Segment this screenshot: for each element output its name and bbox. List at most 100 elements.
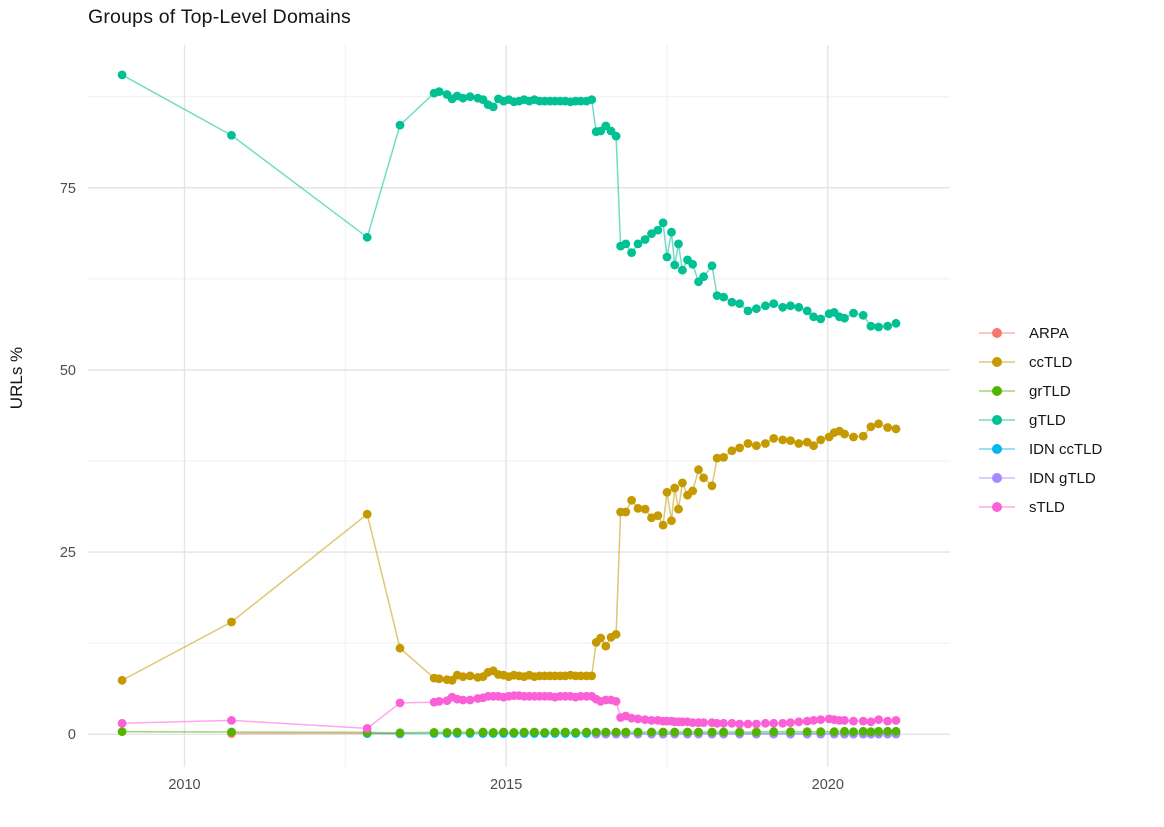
- data-point: [395, 698, 405, 708]
- data-point: [658, 218, 668, 228]
- data-point: [794, 717, 804, 727]
- data-point: [362, 724, 372, 733]
- data-point: [891, 424, 901, 434]
- data-point: [707, 481, 717, 491]
- legend-label: IDN gTLD: [1029, 470, 1096, 487]
- data-point: [488, 102, 498, 112]
- legend-label: gTLD: [1029, 412, 1066, 429]
- data-point: [858, 310, 868, 320]
- data-point: [458, 695, 468, 705]
- legend-key-dot: [992, 415, 1002, 425]
- series-cctld: [117, 419, 901, 685]
- data-point: [627, 495, 636, 505]
- data-point: [699, 473, 708, 483]
- series-grtld: [117, 726, 901, 738]
- data-point: [778, 718, 788, 728]
- legend-key-dot: [992, 444, 1002, 454]
- data-point: [540, 728, 550, 737]
- data-point: [769, 299, 779, 308]
- data-point: [786, 301, 795, 311]
- data-point: [858, 726, 868, 736]
- y-tick-label: 25: [60, 545, 76, 561]
- data-point: [816, 727, 826, 737]
- legend-key-dot: [992, 357, 1002, 367]
- data-point: [802, 437, 812, 447]
- data-point: [694, 727, 703, 737]
- data-point: [434, 674, 444, 684]
- data-point: [809, 312, 818, 322]
- data-point: [670, 483, 680, 493]
- data-point: [670, 260, 680, 270]
- data-point: [778, 435, 788, 445]
- data-point: [582, 727, 591, 737]
- data-point: [778, 302, 788, 312]
- data-point: [633, 714, 643, 724]
- data-point: [769, 727, 779, 737]
- data-point: [688, 486, 698, 496]
- data-point: [802, 306, 812, 316]
- data-point: [465, 728, 475, 737]
- legend-item-grtld: grTLD: [979, 383, 1071, 400]
- legend-item-idn-gtld: IDN gTLD: [979, 470, 1096, 487]
- data-point: [786, 727, 795, 737]
- data-point: [611, 727, 621, 737]
- data-point: [601, 727, 611, 737]
- data-point: [674, 239, 683, 249]
- data-point: [587, 95, 597, 104]
- data-point: [465, 92, 475, 102]
- data-point: [627, 713, 636, 723]
- data-point: [849, 308, 858, 318]
- data-point: [611, 131, 621, 141]
- data-point: [883, 716, 892, 726]
- data-point: [640, 715, 650, 724]
- data-point: [809, 441, 818, 451]
- data-point: [874, 419, 883, 429]
- data-point: [707, 261, 717, 271]
- data-point: [662, 487, 672, 497]
- data-point: [678, 478, 687, 488]
- data-point: [117, 727, 127, 737]
- data-point: [633, 727, 643, 737]
- data-point: [727, 297, 737, 307]
- data-point: [633, 239, 643, 249]
- data-point: [752, 719, 761, 729]
- data-point: [769, 718, 779, 728]
- data-point: [667, 516, 676, 526]
- data-point: [478, 727, 488, 737]
- data-point: [688, 259, 698, 269]
- data-point: [621, 507, 631, 517]
- x-tick-label: 2010: [168, 777, 200, 793]
- data-point: [752, 441, 761, 451]
- y-tick-label: 0: [68, 727, 76, 743]
- data-point: [840, 429, 849, 439]
- data-point: [227, 130, 236, 140]
- data-point: [647, 727, 656, 737]
- data-point: [429, 728, 439, 737]
- data-point: [840, 716, 849, 725]
- data-point: [550, 727, 560, 737]
- data-point: [858, 431, 868, 441]
- data-point: [743, 306, 753, 316]
- x-tick-label: 2020: [812, 777, 844, 793]
- y-tick-label: 50: [60, 363, 76, 379]
- legend-label: grTLD: [1029, 383, 1071, 400]
- data-point: [571, 728, 580, 737]
- legend-label: ARPA: [1029, 325, 1069, 342]
- data-point: [809, 716, 818, 725]
- data-point: [611, 697, 621, 706]
- data-point: [802, 716, 812, 726]
- data-point: [743, 439, 753, 448]
- data-point: [866, 321, 876, 331]
- data-point: [849, 727, 858, 737]
- data-point: [735, 719, 744, 729]
- data-point: [752, 304, 761, 314]
- data-point: [647, 716, 656, 725]
- data-point: [678, 265, 687, 275]
- data-point: [667, 227, 676, 237]
- data-point: [499, 727, 508, 737]
- data-point: [883, 726, 892, 736]
- data-point: [735, 299, 744, 308]
- data-point: [117, 70, 127, 80]
